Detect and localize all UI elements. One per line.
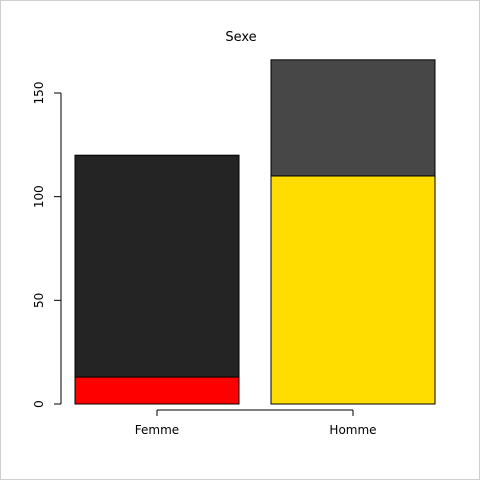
bar-segment-homme-2 — [270, 59, 436, 177]
y-tick-label-100: 100 — [32, 185, 46, 208]
y-tick-label-50: 50 — [32, 293, 46, 308]
y-tick-label-150: 150 — [32, 82, 46, 105]
x-axis: Femme Homme — [135, 409, 377, 437]
x-tick-label-femme: Femme — [135, 423, 179, 437]
bar-segment-femme-1 — [74, 376, 240, 405]
y-tick-label-0: 0 — [32, 400, 46, 408]
bar-segment-femme-2 — [74, 154, 240, 378]
bars-layer — [74, 59, 436, 405]
chart-title: Sexe — [225, 30, 256, 45]
y-axis: 0 50 100 150 — [32, 82, 62, 408]
x-tick-label-homme: Homme — [329, 423, 376, 437]
bar-segment-homme-1 — [270, 175, 436, 405]
